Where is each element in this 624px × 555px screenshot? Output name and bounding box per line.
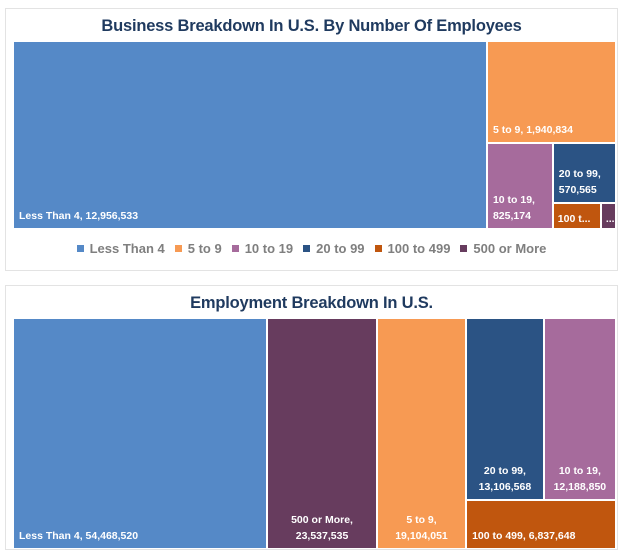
tile-data-label: 20 to 99, 13,106,568 xyxy=(478,464,532,493)
treemap-tile-20-to-99: 20 to 99, 570,565 xyxy=(552,143,616,204)
chart-title: Business Breakdown In U.S. By Number Of … xyxy=(101,17,522,35)
treemap-tile-less-than-4: Less Than 4, 12,956,533 xyxy=(13,41,487,229)
treemap-tile-5-to-9: 5 to 9, 1,940,834 xyxy=(486,41,616,144)
legend-swatch-icon xyxy=(303,245,311,252)
treemap-plot-area: Less Than 4, 54,468,520 500 or More, 23,5… xyxy=(13,318,616,549)
tile-data-label: ... xyxy=(605,212,615,225)
legend-swatch-icon xyxy=(174,245,182,252)
treemap-tile-5-to-9: 5 to 9, 19,104,051 xyxy=(376,318,467,549)
treemap-tile-500-or-more: ... xyxy=(600,203,616,229)
legend-item-20-to-99: 20 to 99 xyxy=(303,241,365,256)
tile-data-label: 10 to 19, 12,188,850 xyxy=(553,464,607,493)
treemap-tile-20-to-99: 20 to 99, 13,106,568 xyxy=(466,318,544,500)
treemap-tile-10-to-19: 10 to 19, 12,188,850 xyxy=(543,318,616,500)
legend-label: 500 or More xyxy=(473,241,547,256)
tile-data-label: Less Than 4, 12,956,533 xyxy=(19,210,139,222)
legend-label: 100 to 499 xyxy=(387,241,451,256)
treemap-tile-100-to-499: 100 t... xyxy=(552,203,601,229)
tile-data-label: 20 to 99, 570,565 xyxy=(558,168,601,197)
legend-label: 10 to 19 xyxy=(244,241,294,256)
legend-item-100-to-499: 100 to 499 xyxy=(374,241,451,256)
chart-title: Employment Breakdown In U.S. xyxy=(190,294,433,312)
treemap-tile-less-than-4: Less Than 4, 54,468,520 xyxy=(13,318,268,549)
treemap-plot-area: Less Than 4, 12,956,533 5 to 9, 1,940,834… xyxy=(13,41,616,229)
tile-data-label: 5 to 9, 19,104,051 xyxy=(395,514,448,542)
tile-data-label: 100 t... xyxy=(557,212,591,225)
tile-data-label: 5 to 9, 1,940,834 xyxy=(492,124,573,137)
business-breakdown-chart: Business Breakdown In U.S. By Number Of … xyxy=(5,8,618,271)
treemap-tile-10-to-19: 10 to 19, 825,174 xyxy=(486,143,553,229)
legend-label: 5 to 9 xyxy=(187,241,222,256)
legend-swatch-icon xyxy=(76,245,84,252)
legend-label: 20 to 99 xyxy=(316,241,365,256)
chart-legend: Less Than 4 5 to 9 10 to 19 20 to 99 100 to … xyxy=(6,241,617,256)
legend-swatch-icon xyxy=(374,245,382,252)
legend-item-500-or-more: 500 or More xyxy=(460,241,546,256)
tile-data-label: 10 to 19, 825,174 xyxy=(492,193,535,222)
legend-item-less-than-4: Less Than 4 xyxy=(76,241,165,256)
legend-swatch-icon xyxy=(460,245,468,252)
tile-data-label: 500 or More, 23,537,535 xyxy=(291,514,353,542)
legend-label: Less Than 4 xyxy=(89,241,165,256)
legend-item-5-to-9: 5 to 9 xyxy=(174,241,222,256)
treemap-tile-100-to-499: 100 to 499, 6,837,648 xyxy=(466,499,616,549)
tile-data-label: 100 to 499, 6,837,648 xyxy=(472,529,576,542)
legend-item-10-to-19: 10 to 19 xyxy=(231,241,294,256)
treemap-tile-500-or-more: 500 or More, 23,537,535 xyxy=(267,318,377,549)
employment-breakdown-chart: Employment Breakdown In U.S. Less Than 4… xyxy=(5,285,618,550)
legend-swatch-icon xyxy=(231,245,239,252)
tile-data-label: Less Than 4, 54,468,520 xyxy=(19,530,139,542)
